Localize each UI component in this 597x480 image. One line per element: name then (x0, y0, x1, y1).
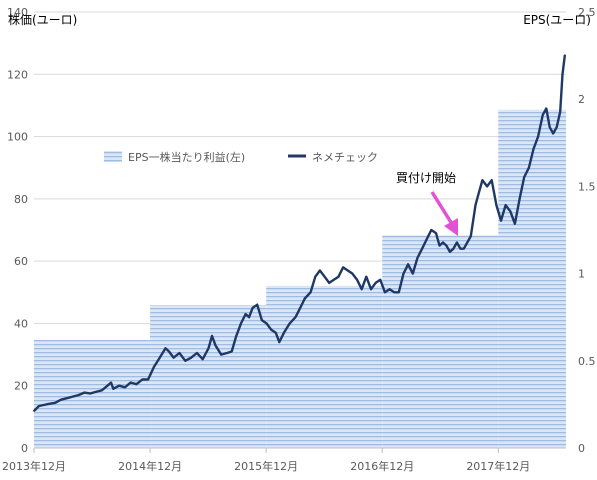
y-right-axis-title: EPS(ユーロ) (523, 13, 591, 27)
price-line-series (33, 54, 566, 412)
y-left-tick-20: 20 (14, 380, 28, 393)
annotation-label: 買付け開始 (396, 171, 456, 185)
legend-eps-swatch (104, 151, 122, 162)
eps-bar-3 (382, 235, 499, 448)
legend-price-label: ネメチェック (312, 151, 378, 164)
buy-start-annotation: 買付け開始 (396, 171, 458, 236)
annotation-arrow-shaft (430, 191, 454, 225)
price-line (33, 54, 566, 412)
y-right-tick-1: 1 (578, 268, 585, 281)
eps-bar-1 (150, 304, 267, 448)
y-right-tick-2: 2 (578, 93, 585, 106)
y-left-tick-60: 60 (14, 255, 28, 268)
x-tick-label-4: 2017年12月 (466, 459, 530, 473)
y-left-tick-40: 40 (14, 317, 28, 330)
eps-step-area (34, 109, 566, 448)
y-left-tick-120: 120 (7, 68, 28, 81)
x-tick-label-2: 2015年12月 (234, 459, 298, 473)
y-right-tick-1.5: 1.5 (578, 180, 596, 193)
eps-bar-4 (498, 109, 566, 448)
x-tick-label-1: 2014年12月 (118, 459, 182, 473)
y-left-tick-140: 140 (7, 6, 28, 19)
y-right-tick-0.5: 0.5 (578, 355, 596, 368)
legend: EPS一株当たり利益(左) ネメチェック (104, 150, 378, 164)
annotation-arrow-head (444, 218, 458, 236)
gridlines (34, 11, 566, 387)
y-left-tick-100: 100 (7, 131, 28, 144)
y-left-tick-80: 80 (14, 193, 28, 206)
x-tick-label-3: 2016年12月 (350, 459, 414, 473)
y-right-tick-2.5: 2.5 (578, 6, 596, 19)
legend-eps-label: EPS一株当たり利益(左) (128, 150, 245, 164)
y-left-axis-title: 株価(ユーロ) (8, 12, 77, 27)
y-left-tick-0: 0 (21, 442, 28, 455)
y-right-tick-0: 0 (578, 442, 585, 455)
eps-bar-2 (266, 285, 383, 448)
axes: 0 20 40 60 80 100 120 140 0 0.5 1 1.5 2 2.5 2013年12月 20… (2, 6, 596, 473)
x-tick-label-0: 2013年12月 (2, 459, 66, 473)
